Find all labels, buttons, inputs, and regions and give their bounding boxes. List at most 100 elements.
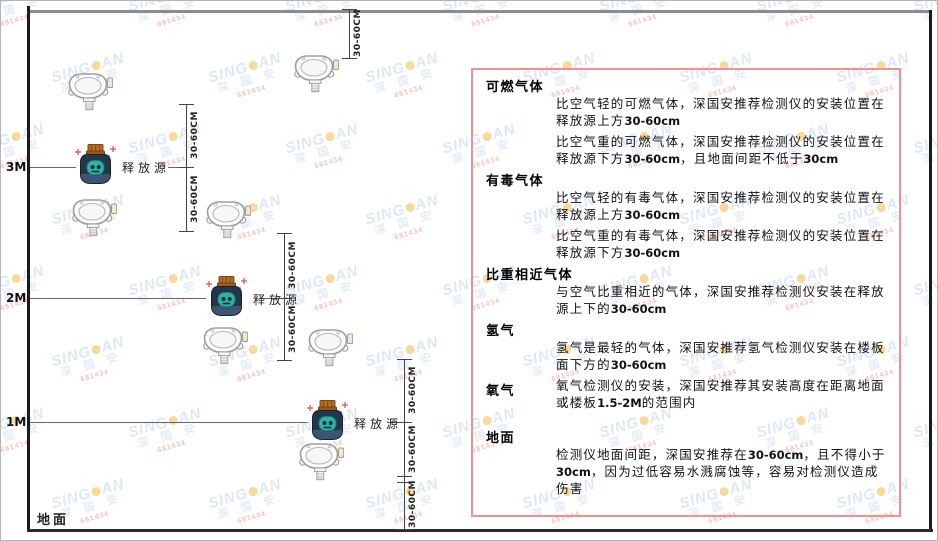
section-paragraph: 比空气重的可燃气体，深国安推荐检测仪的安装位置在释放源下方30-60cm，且地面… bbox=[556, 135, 885, 166]
dimension-label: 30-60CM bbox=[190, 111, 200, 159]
dimension-tick bbox=[397, 529, 412, 530]
section-paragraph: 比空气轻的可燃气体，深国安推荐检测仪的安装位置在释放源上方30-60cm bbox=[556, 97, 885, 128]
dimension-tick bbox=[179, 104, 194, 105]
watermark-code: 681434 bbox=[156, 13, 187, 29]
orange-dot-icon bbox=[90, 60, 102, 72]
watermark-name: 深 国 安 bbox=[373, 66, 438, 96]
watermark-name: 深 国 安 bbox=[899, 131, 937, 174]
section-heading-oxygen: 氧气 bbox=[486, 383, 516, 398]
level-line-2m bbox=[30, 298, 206, 299]
hazard-bottle-icon bbox=[205, 276, 249, 318]
section-paragraph: 比空气重的有毒气体，深国安推荐检测仪的安装位置在释放源下方30-60cm bbox=[556, 229, 885, 260]
release-source-label: 释放源 bbox=[354, 417, 403, 431]
orange-dot-icon bbox=[404, 344, 416, 356]
watermark-code: 681434 bbox=[313, 155, 344, 171]
watermark-code: 681434 bbox=[903, 427, 937, 466]
orange-dot-icon bbox=[404, 60, 416, 72]
watermark-code: 681434 bbox=[0, 439, 30, 455]
section-heading-similar-density: 比重相近气体 bbox=[486, 267, 574, 282]
orange-dot-icon bbox=[324, 131, 336, 143]
dimension-tick bbox=[179, 167, 194, 168]
orange-dot-icon bbox=[247, 486, 259, 498]
watermark-code: 681434 bbox=[784, 13, 815, 29]
watermark-code: 681434 bbox=[236, 84, 267, 100]
section-heading-combustible: 可燃气体 bbox=[486, 79, 545, 94]
section-paragraph: 氧气检测仪的安装，深国安推荐其安装高度在距离地面或楼板1.5-2M的范围内 bbox=[556, 379, 885, 410]
level-line-3m bbox=[30, 167, 76, 168]
watermark-name: 深 国 安 bbox=[899, 1, 937, 32]
dimension-tick bbox=[277, 298, 292, 299]
orange-dot-icon bbox=[10, 131, 22, 143]
orange-dot-icon bbox=[167, 273, 179, 285]
ground-label: 地面 bbox=[37, 512, 70, 527]
watermark-name: 深 国 安 bbox=[1, 0, 44, 24]
dimension-label: 30-60CM bbox=[353, 9, 363, 57]
level-line-2m-connector bbox=[260, 298, 284, 299]
dimension-tick bbox=[397, 422, 412, 423]
release-source-label: 释放源 bbox=[253, 293, 302, 307]
watermark-name: 深 国 安 bbox=[373, 350, 438, 380]
watermark-code: 681434 bbox=[156, 439, 187, 455]
gas-detector-icon bbox=[202, 325, 248, 365]
orange-dot-icon bbox=[167, 131, 179, 143]
dimension-label: 30-60CM bbox=[408, 425, 418, 473]
dimension-line bbox=[284, 233, 285, 361]
watermark-code: 681434 bbox=[0, 13, 30, 29]
dimension-tick bbox=[277, 360, 292, 361]
watermark-code: 681434 bbox=[79, 368, 110, 384]
dimension-tick bbox=[397, 482, 412, 483]
section-heading-toxic: 有毒气体 bbox=[486, 173, 545, 188]
watermark-code: 681434 bbox=[313, 13, 344, 29]
dimension-label: 30-60CM bbox=[190, 175, 200, 223]
dimension-label: 30-60CM bbox=[408, 366, 418, 414]
orange-dot-icon bbox=[90, 344, 102, 356]
dimension-tick bbox=[397, 476, 412, 477]
right-wall-line bbox=[929, 10, 932, 531]
watermark-name: 深 国 安 bbox=[373, 208, 438, 238]
section-paragraph: 检测仪地面间距，深国安推荐在30-60cm，且不得小于30cm，因为过低容易水溅… bbox=[556, 448, 886, 496]
dimension-line bbox=[186, 104, 187, 232]
section-paragraph: 氢气是最轻的气体，深国安推荐氢气检测仪安装在楼板面下方的30-60cm bbox=[556, 341, 885, 372]
level-line-1m bbox=[30, 422, 308, 423]
orange-dot-icon bbox=[10, 273, 22, 285]
watermark-name: 深 国 安 bbox=[293, 0, 358, 25]
dimension-tick bbox=[342, 58, 357, 59]
orange-dot-icon bbox=[167, 415, 179, 427]
height-marker-1m: 1M bbox=[6, 415, 27, 429]
orange-dot-icon bbox=[247, 344, 259, 356]
watermark-code: 681434 bbox=[903, 285, 937, 324]
hazard-bottle-icon bbox=[74, 144, 118, 186]
gas-detector-icon bbox=[298, 441, 344, 481]
dimension-tick bbox=[397, 359, 412, 360]
section-oxygen: 氧气 氧气检测仪的安装，深国安推荐其安装高度在距离地面或楼板1.5-2M的范围内 bbox=[486, 378, 887, 416]
height-marker-3m: 3M bbox=[6, 160, 27, 174]
watermark-code: 681434 bbox=[903, 1, 937, 40]
dimension-line bbox=[349, 9, 350, 59]
watermark-name: 深 国 安 bbox=[59, 350, 124, 380]
level-line-3m-connector bbox=[168, 167, 186, 168]
dimension-tick bbox=[179, 231, 194, 232]
section-paragraph: 与空气比重相近的气体，深国安推荐检测仪安装在释放源上下的30-60cm bbox=[556, 285, 885, 316]
dimension-label: 30-60CM bbox=[408, 480, 418, 528]
gas-detector-icon bbox=[293, 53, 339, 93]
dimension-label: 30-60CM bbox=[288, 305, 298, 353]
watermark-name: 深 国 安 bbox=[899, 415, 937, 458]
level-line-1m-connector bbox=[388, 422, 404, 423]
section-heading-hydrogen: 氢气 bbox=[486, 323, 516, 338]
